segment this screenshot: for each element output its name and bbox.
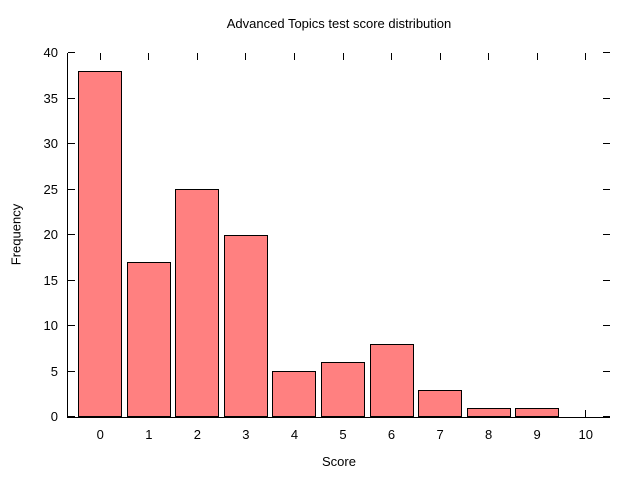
x-axis-title: Score — [322, 454, 356, 469]
y-tick-label: 5 — [50, 363, 58, 379]
y-tick-right — [603, 97, 610, 99]
y-tick-label: 10 — [43, 318, 58, 333]
histogram-bar-1 — [126, 262, 171, 417]
histogram-bar-3 — [223, 235, 268, 417]
x-tick-label: 3 — [242, 427, 250, 442]
x-tick-top — [391, 53, 393, 60]
x-tick-label: 1 — [145, 427, 153, 442]
y-tick-right — [603, 416, 610, 417]
histogram-bar-8 — [466, 408, 511, 417]
x-tick-label: 10 — [578, 427, 593, 442]
x-tick-label: 5 — [339, 427, 347, 442]
x-tick-label: 7 — [436, 427, 444, 442]
x-tick-top — [342, 53, 344, 60]
histogram-bar-6 — [369, 344, 414, 417]
x-tick-label: 6 — [387, 427, 396, 442]
x-tick-label: 8 — [485, 427, 493, 442]
y-tick-right — [603, 143, 610, 144]
y-tick-left — [68, 234, 75, 235]
y-tick-label: 0 — [50, 409, 58, 424]
y-tick-right — [603, 279, 610, 281]
x-tick-top — [99, 53, 101, 60]
y-tick-right — [603, 234, 610, 235]
y-tick-left — [68, 97, 75, 99]
y-tick-right — [603, 325, 610, 326]
y-tick-left — [68, 370, 75, 372]
x-tick-top — [439, 53, 441, 60]
histogram-bar-0 — [78, 71, 123, 417]
histogram-bar-5 — [321, 362, 365, 417]
x-tick-top — [585, 53, 587, 60]
y-tick-left — [68, 416, 75, 417]
x-tick-label: 0 — [96, 427, 104, 442]
y-axis-title: Frequency — [8, 203, 24, 266]
x-tick-top — [536, 53, 538, 60]
x-tick-label: 2 — [193, 427, 201, 442]
x-tick-bottom — [585, 410, 587, 417]
x-tick-top — [488, 53, 490, 60]
chart-title: Advanced Topics test score distribution — [226, 16, 452, 31]
x-tick-label: 9 — [533, 427, 541, 442]
histogram-bar-4 — [272, 371, 317, 417]
y-tick-right — [603, 370, 610, 372]
histogram-bar-2 — [175, 189, 220, 417]
y-tick-label: 30 — [43, 136, 58, 151]
y-tick-label: 15 — [43, 272, 58, 288]
x-tick-label: 4 — [290, 427, 299, 442]
x-tick-top — [245, 53, 247, 60]
y-tick-left — [68, 279, 75, 281]
y-tick-left — [68, 325, 75, 326]
y-tick-left — [68, 52, 75, 53]
y-tick-left — [68, 188, 75, 190]
y-tick-label: 40 — [43, 45, 58, 60]
histogram-bar-7 — [418, 390, 463, 417]
y-tick-label: 20 — [43, 227, 58, 242]
y-tick-label: 35 — [43, 90, 58, 106]
histogram-bar-9 — [515, 408, 560, 417]
y-tick-right — [603, 188, 610, 190]
y-tick-label: 25 — [43, 181, 58, 197]
plot-area — [67, 52, 610, 418]
y-tick-left — [68, 143, 75, 144]
x-tick-top — [196, 53, 198, 60]
x-tick-top — [293, 53, 295, 60]
y-tick-right — [603, 52, 610, 53]
x-tick-top — [148, 53, 150, 60]
